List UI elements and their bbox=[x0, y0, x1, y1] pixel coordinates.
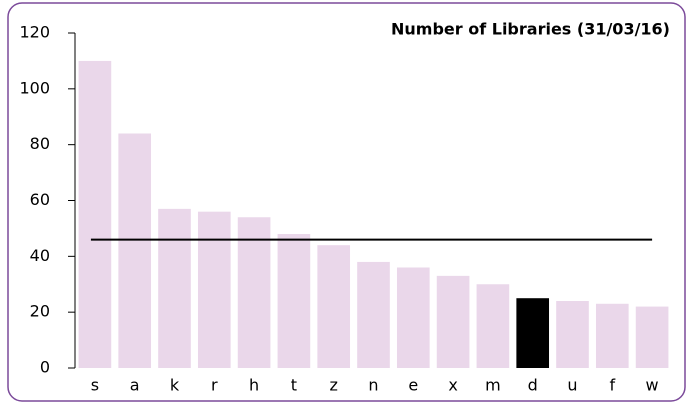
y-tick-label: 40 bbox=[30, 246, 50, 265]
x-tick-label: u bbox=[567, 376, 577, 395]
x-tick-label: f bbox=[609, 376, 615, 395]
bar bbox=[357, 261, 390, 368]
x-tick-label: w bbox=[646, 376, 659, 395]
bar bbox=[277, 234, 311, 368]
y-tick-label: 120 bbox=[19, 23, 50, 42]
bar bbox=[635, 306, 669, 368]
x-tick-label: k bbox=[170, 376, 180, 395]
x-tick-label: n bbox=[368, 376, 378, 395]
x-tick-label: x bbox=[448, 376, 457, 395]
y-tick-label: 60 bbox=[30, 190, 50, 209]
bar bbox=[197, 211, 231, 368]
bar bbox=[118, 133, 152, 368]
bar bbox=[396, 267, 430, 368]
x-tick-label: s bbox=[91, 376, 99, 395]
x-tick-label: h bbox=[249, 376, 259, 395]
x-tick-label: r bbox=[211, 376, 218, 395]
chart-border bbox=[7, 2, 686, 402]
x-tick-label: z bbox=[329, 376, 337, 395]
bar bbox=[78, 60, 112, 369]
bar bbox=[595, 303, 629, 368]
bar bbox=[516, 298, 550, 368]
y-tick-label: 20 bbox=[30, 302, 50, 321]
chart-title: Number of Libraries (31/03/16) bbox=[391, 20, 670, 39]
x-tick-label: d bbox=[528, 376, 538, 395]
bar bbox=[436, 275, 470, 368]
y-tick-label: 0 bbox=[40, 358, 50, 377]
bar bbox=[476, 284, 510, 368]
bar bbox=[317, 245, 351, 368]
bar bbox=[158, 208, 191, 368]
y-tick-label: 80 bbox=[30, 134, 50, 153]
x-tick-label: a bbox=[130, 376, 140, 395]
bar bbox=[556, 301, 589, 368]
x-tick-label: t bbox=[291, 376, 297, 395]
y-tick-label: 100 bbox=[19, 78, 50, 97]
bar bbox=[237, 217, 271, 368]
x-tick-label: m bbox=[485, 376, 501, 395]
x-tick-label: e bbox=[408, 376, 418, 395]
